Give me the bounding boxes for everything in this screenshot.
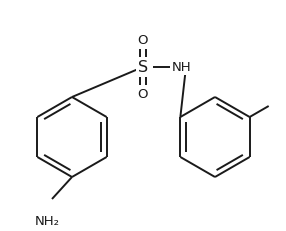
Text: O: O	[138, 34, 148, 47]
Text: NH: NH	[172, 61, 192, 74]
Text: NH₂: NH₂	[35, 215, 59, 228]
Text: O: O	[138, 88, 148, 101]
Text: S: S	[138, 60, 148, 75]
